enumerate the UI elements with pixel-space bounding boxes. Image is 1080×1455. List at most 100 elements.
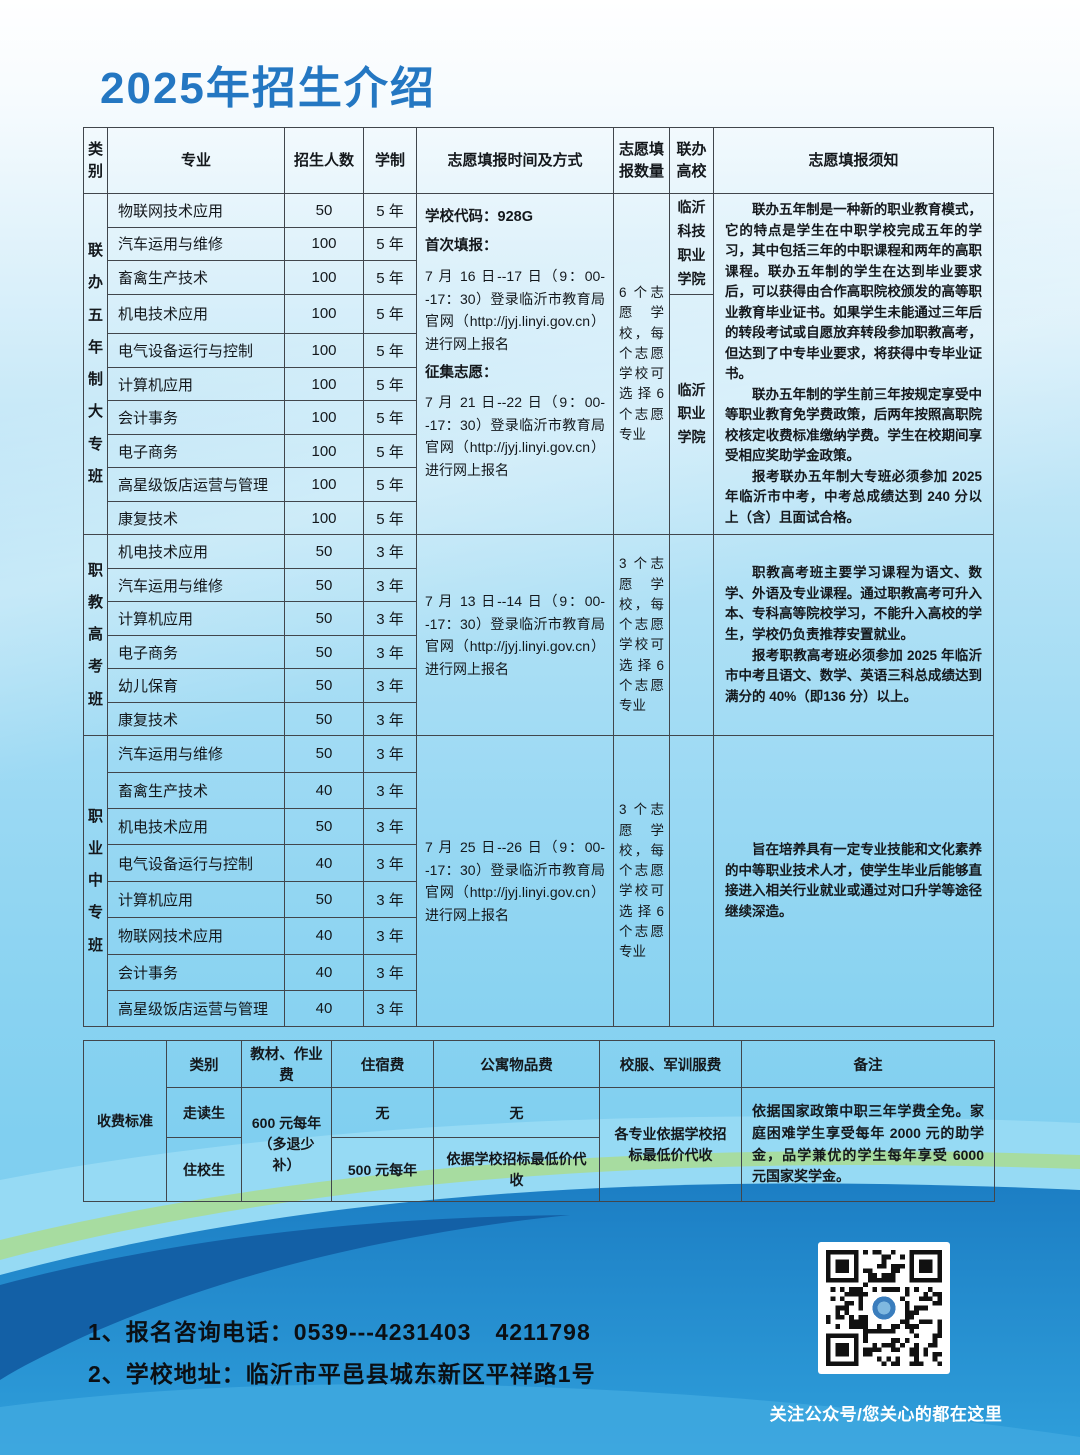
fee-header-dorm: 住宿费 (331, 1040, 434, 1088)
fee-header-material: 教材、作业费 (241, 1040, 332, 1088)
header-years: 学制 (363, 127, 417, 194)
filing-text: 7 月 25 日--26 日（9：00--17：30）登录临沂市教育局官网（ht… (425, 838, 605, 923)
major-cell: 汽车运用与维修 (107, 735, 285, 773)
count-cell: 50 (284, 634, 364, 670)
note-paragraph: 报考职教高考班必须参加 2025 年临沂市中考且语文、数学、英语三科总成绩达到满… (725, 647, 982, 704)
header-category: 类别 (83, 127, 108, 194)
qr-center-logo (869, 1293, 899, 1323)
count-cell: 50 (284, 534, 364, 569)
years-cell: 3 年 (363, 634, 417, 670)
count-cell: 50 (284, 601, 364, 636)
schedule-cell-group3: 7 月 25 日--26 日（9：00--17：30）登录临沂市教育局官网（ht… (416, 735, 614, 1028)
major-cell: 计算机应用 (107, 880, 285, 919)
table-row: 电子商务 100 5 年 (84, 433, 994, 469)
college-cell-1: 临沂科技职业学院 (669, 193, 714, 295)
fee-table-label: 收费标准 (83, 1040, 167, 1202)
table-row: 高星级饭店运营与管理 100 5 年 (84, 467, 994, 502)
years-cell: 5 年 (363, 400, 417, 435)
fee-apartment-cell: 无 (433, 1087, 600, 1138)
category-cell-group1: 联办五年制大专班 (83, 192, 108, 536)
count-cell: 100 (284, 293, 364, 335)
major-cell: 机电技术应用 (107, 808, 285, 846)
years-cell: 3 年 (363, 844, 417, 882)
collect-filing-label: 征集志愿： (425, 364, 498, 381)
phone-line: 1、报名咨询电话：0539---4231403 4211798 (88, 1319, 591, 1345)
major-cell: 物联网技术应用 (107, 193, 285, 228)
count-cell: 40 (284, 771, 364, 810)
major-cell: 计算机应用 (107, 601, 285, 636)
table-row: 职教高考班 机电技术应用 50 3 年 7 月 13 日--14 日（9：00-… (83, 534, 994, 737)
header-notes: 志愿填报须知 (713, 127, 994, 194)
table-row: 汽车运用与维修 100 5 年 (84, 226, 994, 261)
table-row: 汽车运用与维修 50 3 年 (84, 567, 994, 603)
years-cell: 3 年 (363, 771, 417, 810)
header-major: 专业 (107, 127, 285, 194)
years-cell: 3 年 (363, 701, 417, 737)
table-row: 电子商务 50 3 年 (84, 634, 994, 670)
years-cell: 3 年 (363, 534, 417, 569)
count-cell: 100 (284, 333, 364, 368)
qr-caption: 关注公众号/您关心的都在这里 (769, 1405, 1003, 1424)
fee-header-type: 类别 (166, 1040, 242, 1088)
header-college: 联办高校 (669, 127, 714, 194)
years-cell: 5 年 (363, 333, 417, 368)
years-cell: 3 年 (363, 601, 417, 636)
header-quota: 志愿填报数量 (613, 127, 670, 194)
fee-dorm-cell: 无 (331, 1087, 434, 1138)
table-row: 幼儿保育 50 3 年 (84, 668, 994, 703)
collect-filing-text: 7 月 21 日--22 日（9：00--17：30）登录临沂市教育局官网（ht… (425, 394, 605, 479)
fee-header-row: 收费标准 类别 教材、作业费 住宿费 公寓物品费 校服、军训服费 备注 (83, 1040, 995, 1202)
fee-apartment-cell: 依据学校招标最低价代收 (433, 1137, 600, 1202)
quota-cell-group3: 3 个志愿学校，每个志愿学校可选择6个志愿专业 (613, 735, 670, 1028)
fee-material-cell: 600 元每年（多退少补） (241, 1087, 332, 1202)
category-cell-group3: 职业中专班 (83, 735, 108, 1028)
note-paragraph: 职教高考班主要学习课程为语文、数学、外语及专业课程。通过职教高考可升入本、专科高… (725, 565, 982, 642)
table-row: 计算机应用 50 3 年 (84, 601, 994, 636)
table-row: 机电技术应用 50 3 年 (84, 808, 994, 846)
major-cell: 计算机应用 (107, 366, 285, 402)
major-cell: 电气设备运行与控制 (107, 333, 285, 368)
table-row: 会计事务 100 5 年 (84, 400, 994, 435)
first-filing-label: 首次填报： (425, 238, 498, 255)
notes-cell-group2: 职教高考班主要学习课程为语文、数学、外语及专业课程。通过职教高考可升入本、专科高… (713, 534, 994, 737)
count-cell: 50 (284, 808, 364, 846)
years-cell: 3 年 (363, 953, 417, 991)
years-cell: 3 年 (363, 668, 417, 703)
table-row: 计算机应用 50 3 年 (84, 880, 994, 919)
first-filing-text: 7 月 16 日--17 日（9：00--17：30）登录临沂市教育局官网（ht… (425, 267, 605, 352)
fee-row-boarding-student: 住校生 500 元每年 依据学校招标最低价代收 (84, 1137, 995, 1202)
fee-row-day-student: 走读生 600 元每年（多退少补） 无 无 各专业依据学校招标最低价代收 依据国… (84, 1087, 995, 1202)
quota-cell-group1: 6 个志愿学校，每个志愿学校可选择6个志愿专业 (613, 192, 670, 536)
note-paragraph: 报考联办五年制大专班必须参加 2025 年临沂市中考，中考总成绩达到 240 分… (725, 468, 982, 525)
count-cell: 50 (284, 735, 364, 773)
qr-code-svg (826, 1250, 942, 1366)
schedule-cell-group2: 7 月 13 日--14 日（9：00--17：30）登录临沂市教育局官网（ht… (416, 534, 614, 737)
count-cell: 100 (284, 400, 364, 435)
fee-type-cell: 住校生 (166, 1137, 242, 1202)
years-cell: 3 年 (363, 567, 417, 603)
years-cell: 5 年 (363, 226, 417, 261)
qr-code (818, 1242, 950, 1374)
count-cell: 50 (284, 668, 364, 703)
major-cell: 机电技术应用 (107, 534, 285, 569)
years-cell: 5 年 (363, 293, 417, 335)
school-code: 学校代码：928G (425, 209, 533, 225)
major-cell: 物联网技术应用 (107, 917, 285, 955)
count-cell: 50 (284, 701, 364, 737)
major-cell: 康复技术 (107, 701, 285, 737)
quota-cell-group2: 3 个志愿学校，每个志愿学校可选择6个志愿专业 (613, 534, 670, 737)
major-cell: 电气设备运行与控制 (107, 844, 285, 882)
table-row: 电气设备运行与控制 100 5 年 (84, 333, 994, 368)
table-row: 联办五年制大专班 物联网技术应用 50 5 年 学校代码：928G 首次填报： … (83, 192, 994, 536)
qr-finder-patterns (826, 1250, 942, 1366)
count-cell: 100 (284, 467, 364, 502)
count-cell: 40 (284, 844, 364, 882)
count-cell: 50 (284, 880, 364, 919)
count-cell: 100 (284, 500, 364, 536)
count-cell: 100 (284, 226, 364, 261)
note-paragraph: 联办五年制的学生前三年按规定享受中等职业教育免学费政策，后两年按照高职院校核定收… (725, 386, 982, 464)
note-paragraph: 联办五年制是一种新的职业教育模式，它的特点是学生在中职学校完成五年的学习，其中包… (725, 202, 982, 382)
years-cell: 3 年 (363, 808, 417, 846)
major-cell: 高星级饭店运营与管理 (107, 989, 285, 1028)
